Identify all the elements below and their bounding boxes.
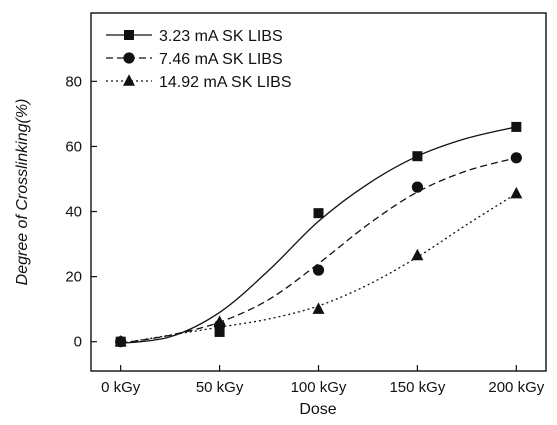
series-2-point — [411, 181, 424, 193]
series-1-fit-line — [120, 126, 517, 344]
x-axis: 0 kGy 50 kGy 100 kGy 150 kGy 200 kGy — [101, 365, 545, 396]
y-tick-label: 60 — [65, 138, 82, 155]
x-tick-label: 50 kGy — [196, 379, 244, 396]
x-tick-label: 150 kGy — [389, 379, 445, 396]
x-tick-label: 100 kGy — [291, 379, 347, 396]
x-axis-title: Dose — [299, 401, 336, 418]
series-1-point — [214, 326, 225, 337]
legend-marker-1 — [124, 30, 134, 40]
legend: 3.23 mA SK LIBS 7.46 mA SK LIBS 14.92 mA S… — [106, 28, 292, 91]
series-2-fit-line — [120, 157, 517, 344]
data-markers — [114, 121, 523, 348]
x-tick-label: 200 kGy — [488, 379, 544, 396]
legend-label-1: 3.23 mA SK LIBS — [159, 28, 283, 45]
series-3-point — [114, 334, 127, 347]
y-tick-label: 20 — [65, 269, 82, 286]
series-3-point — [312, 302, 325, 314]
series-2-point — [510, 152, 522, 164]
y-tick-label: 0 — [74, 334, 82, 351]
legend-label-2: 7.46 mA SK LIBS — [159, 51, 283, 68]
x-tick-label: 0 kGy — [101, 379, 141, 396]
series-3-point — [411, 248, 424, 261]
series-1-point — [412, 151, 423, 162]
series-1-point — [313, 208, 324, 219]
legend-marker-3 — [123, 74, 135, 86]
y-axis: 0 20 40 60 80 — [65, 73, 97, 351]
y-tick-label: 40 — [65, 204, 82, 221]
legend-label-3: 14.92 mA SK LIBS — [159, 74, 292, 91]
y-axis-title: Degree of Crosslinking(%) — [14, 99, 31, 286]
series-3-point — [213, 315, 226, 327]
y-tick-label: 80 — [65, 73, 82, 90]
legend-marker-2 — [123, 52, 135, 64]
series-1-point — [511, 121, 522, 132]
series-3-point — [510, 186, 523, 199]
series-2-point — [312, 264, 325, 276]
